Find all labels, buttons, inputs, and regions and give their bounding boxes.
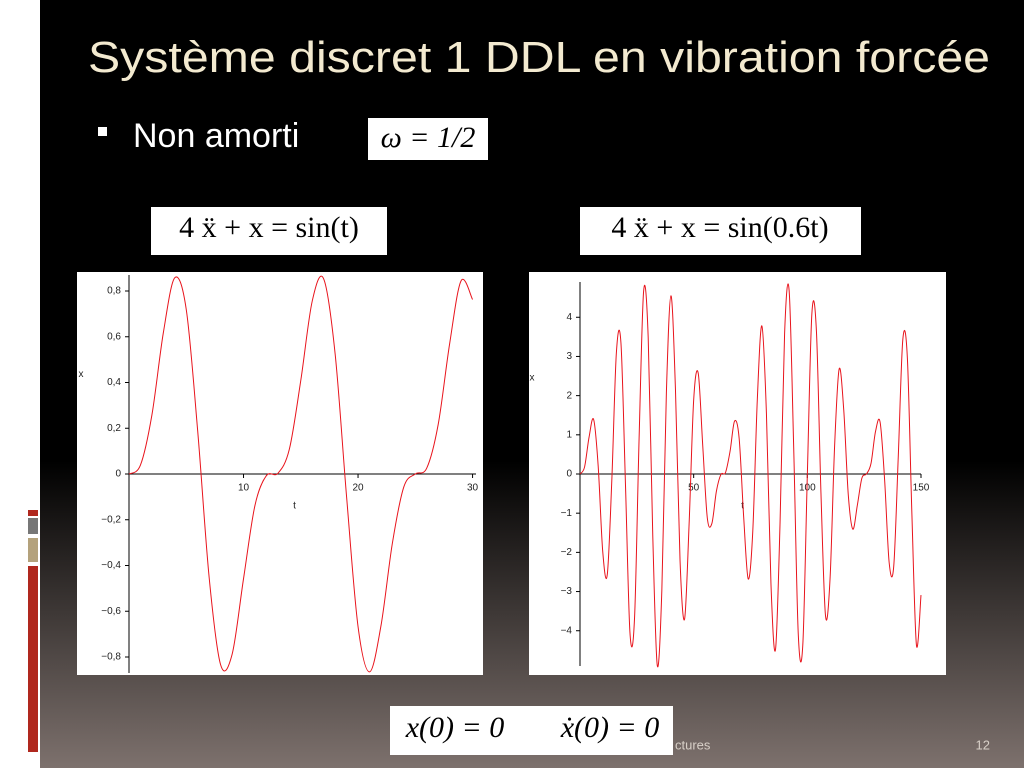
decor [28, 518, 38, 534]
formula-box [151, 207, 387, 255]
y-tick-label: 4 [566, 312, 572, 323]
y-tick-label: −0,4 [101, 560, 121, 571]
y-tick-label: −0,8 [101, 652, 121, 663]
bullet-marker [98, 127, 107, 136]
y-tick-label: 0,2 [107, 423, 121, 434]
formula-box [368, 118, 488, 160]
y-tick-label: 0,6 [107, 331, 121, 342]
formula-box [390, 706, 673, 755]
y-tick-label: −4 [561, 625, 573, 636]
formula: 4 ẍ + x = sin(0.6t) [611, 211, 828, 244]
x-tick-label: 50 [688, 483, 700, 494]
decor [28, 510, 38, 516]
x-tick-label: 100 [799, 483, 816, 494]
formula: ẋ(0) = 0 [560, 711, 660, 744]
decor [28, 538, 38, 562]
x-tick-label: 20 [352, 483, 364, 494]
page-number: 12 [976, 737, 990, 752]
bullet-text: Non amorti [133, 117, 299, 155]
y-tick-label: 0,8 [107, 286, 121, 297]
y-tick-label: 3 [566, 351, 572, 362]
y-tick-label: 2 [566, 390, 572, 401]
y-tick-label: 1 [566, 429, 572, 440]
formula: 4 ẍ + x = sin(t) [179, 211, 359, 244]
y-axis-label: x [79, 369, 84, 380]
y-tick-label: −0,2 [101, 514, 121, 525]
x-tick-label: 10 [238, 483, 250, 494]
x-tick-label: 30 [467, 483, 479, 494]
y-axis-label: x [530, 373, 535, 384]
y-tick-label: −3 [561, 586, 573, 597]
x-tick-label: 150 [913, 483, 930, 494]
x-axis-label: t [293, 501, 296, 512]
y-tick-label: 0,4 [107, 377, 121, 388]
footer: ctures [675, 737, 711, 752]
y-tick-label: 0 [566, 469, 572, 480]
y-tick-label: 0 [115, 469, 121, 480]
y-tick-label: −0,6 [101, 606, 121, 617]
formula: ω = 1/2 [381, 121, 476, 154]
line-series [128, 275, 474, 673]
y-tick-label: −2 [561, 547, 573, 558]
y-tick-label: −1 [561, 508, 573, 519]
line-series [579, 283, 922, 668]
formula-box [580, 207, 861, 255]
slide-title: Système discret 1 DDL en vibration forcé… [88, 33, 990, 82]
formula: x(0) = 0 [405, 711, 505, 744]
decor [28, 566, 38, 752]
